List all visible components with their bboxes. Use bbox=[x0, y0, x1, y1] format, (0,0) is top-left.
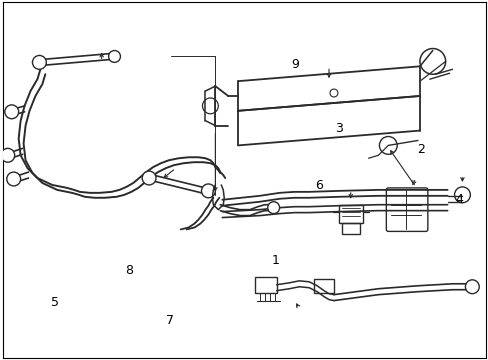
Bar bbox=[338, 205, 362, 222]
Circle shape bbox=[5, 105, 19, 119]
Bar bbox=[314, 279, 333, 293]
Text: 1: 1 bbox=[271, 253, 279, 266]
Circle shape bbox=[201, 184, 215, 198]
Circle shape bbox=[465, 280, 478, 294]
Circle shape bbox=[108, 50, 120, 62]
Text: 8: 8 bbox=[125, 264, 133, 277]
Text: 7: 7 bbox=[165, 314, 173, 327]
Text: 2: 2 bbox=[416, 143, 424, 156]
Text: 5: 5 bbox=[51, 296, 59, 309]
Bar bbox=[254, 277, 276, 293]
Text: 4: 4 bbox=[455, 193, 463, 206]
Circle shape bbox=[32, 55, 46, 69]
Circle shape bbox=[142, 171, 156, 185]
Text: 9: 9 bbox=[291, 58, 299, 71]
Circle shape bbox=[267, 202, 279, 213]
Circle shape bbox=[7, 172, 20, 186]
Text: 6: 6 bbox=[315, 179, 323, 192]
Circle shape bbox=[1, 148, 15, 162]
Bar bbox=[341, 222, 359, 234]
Text: 3: 3 bbox=[334, 122, 342, 135]
